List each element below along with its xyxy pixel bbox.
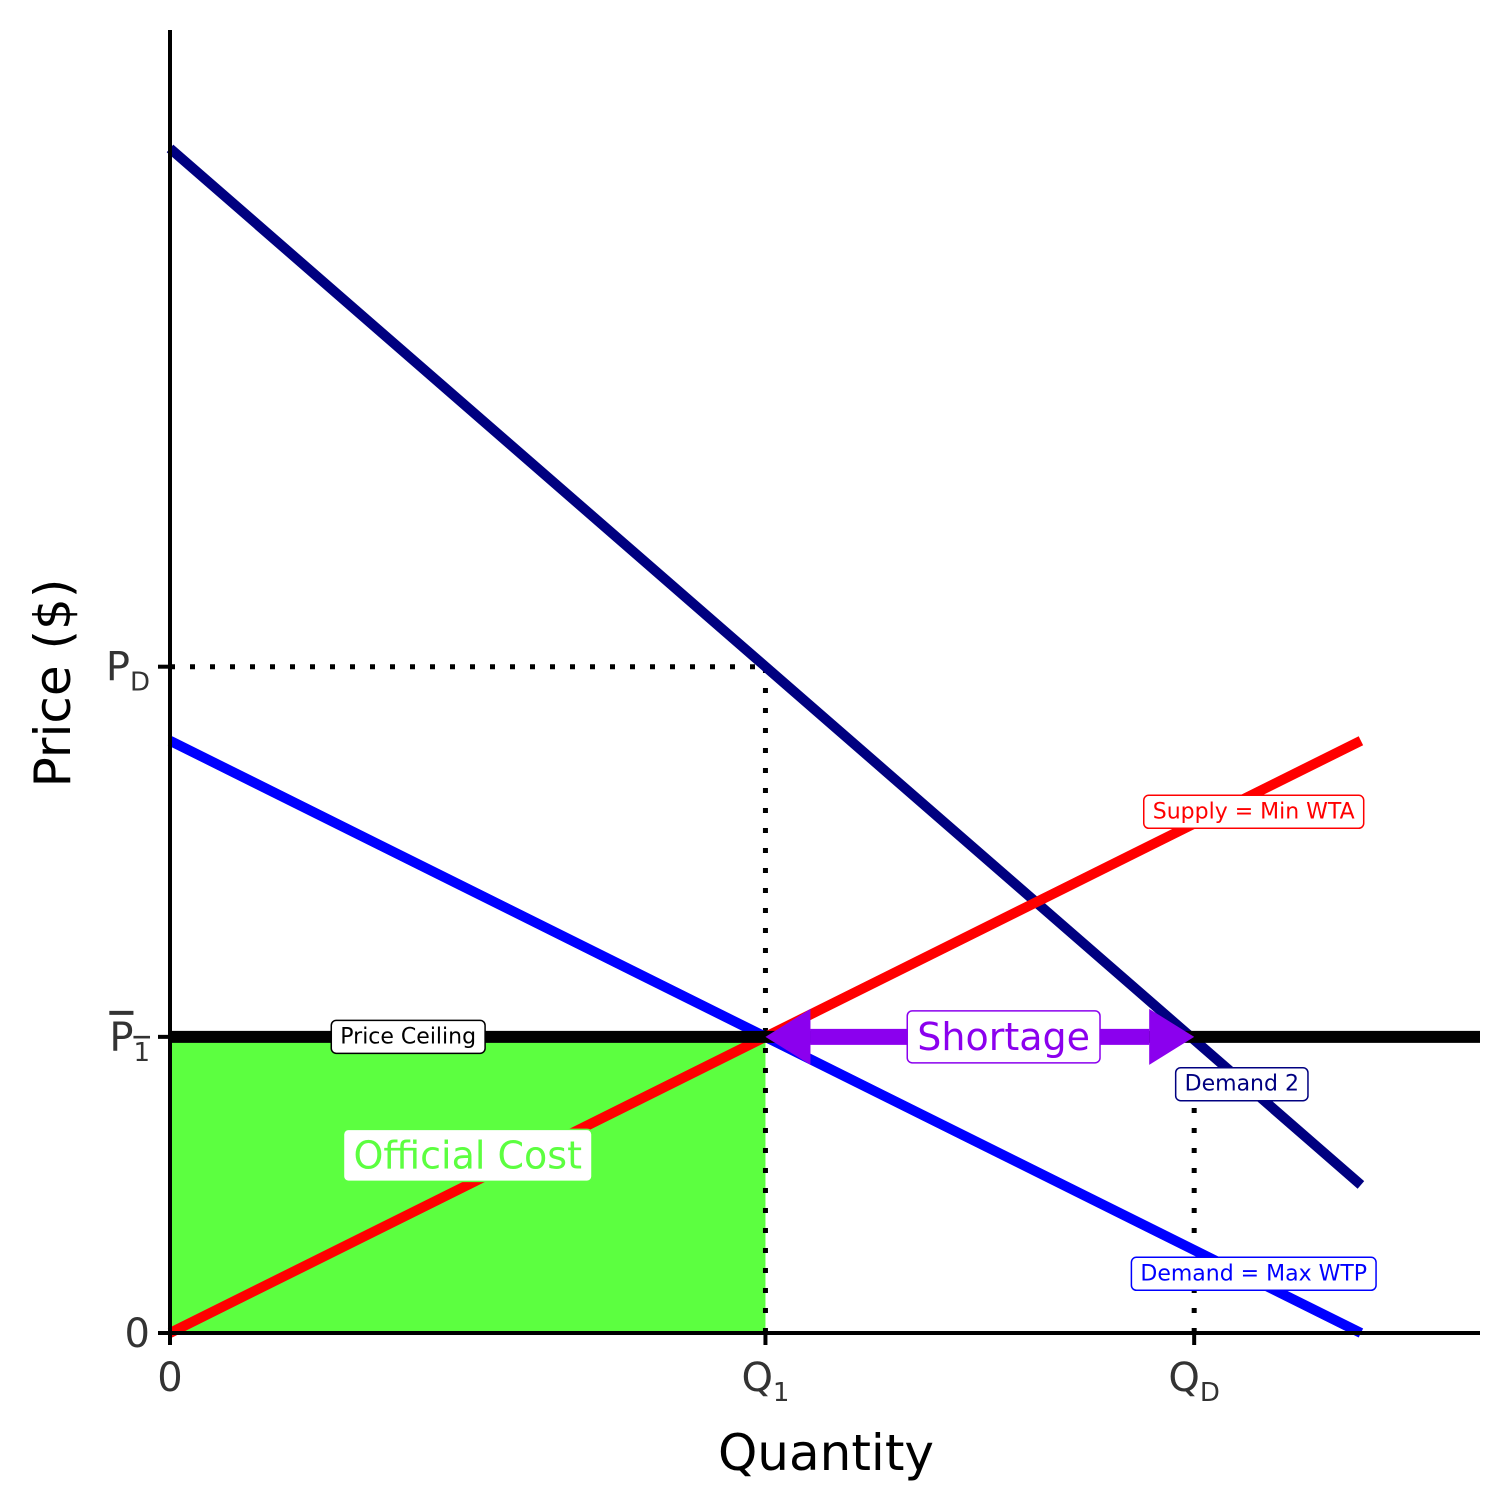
supply-label-text: Supply = Min WTA (1153, 799, 1355, 824)
demand2-line (166, 144, 1365, 1189)
ceiling-label-text: Price Ceiling (340, 1024, 476, 1049)
shortage-arrow-head-left (765, 1008, 811, 1065)
supply-label: Supply = Min WTA (1143, 794, 1365, 830)
demand-label-text: Demand = Max WTP (1140, 1261, 1367, 1286)
shortage-label: Shortage (906, 1010, 1101, 1064)
shortage-label-text: Shortage (917, 1015, 1090, 1059)
y-axis-title: Price ($) (24, 579, 82, 788)
y-tick-label: PD (106, 645, 150, 698)
y-tick-label: P1 (109, 1015, 150, 1068)
labels-layer: Supply = Min WTA Demand 2 Demand = Max WTP… (330, 794, 1377, 1292)
axes-layer: 0 Q1 QD 0 P1 PD (106, 30, 1480, 1408)
official-label-box (342, 1128, 593, 1183)
demand2-label-text: Demand 2 (1185, 1072, 1299, 1097)
supply-label-box (1143, 794, 1365, 830)
x-tick-label: QD (1168, 1355, 1220, 1408)
x-axis-title: Quantity (718, 1424, 934, 1482)
ceiling-label-box (330, 1019, 486, 1055)
demand2-label: Demand 2 (1174, 1066, 1309, 1102)
shortage-label-box (906, 1010, 1101, 1064)
official-label: Official Cost (342, 1128, 593, 1183)
demand-label: Demand = Max WTP (1130, 1256, 1377, 1292)
y-tick-label: 0 (125, 1311, 150, 1357)
official-label-text: Official Cost (353, 1133, 582, 1177)
shortage-arrow-head-right (1149, 1008, 1195, 1065)
demand2-label-box (1174, 1066, 1309, 1102)
ceiling-label: Price Ceiling (330, 1019, 486, 1055)
x-tick-label: 0 (157, 1355, 182, 1401)
x-tick-label: Q1 (741, 1355, 789, 1408)
demand-label-box (1130, 1256, 1377, 1292)
